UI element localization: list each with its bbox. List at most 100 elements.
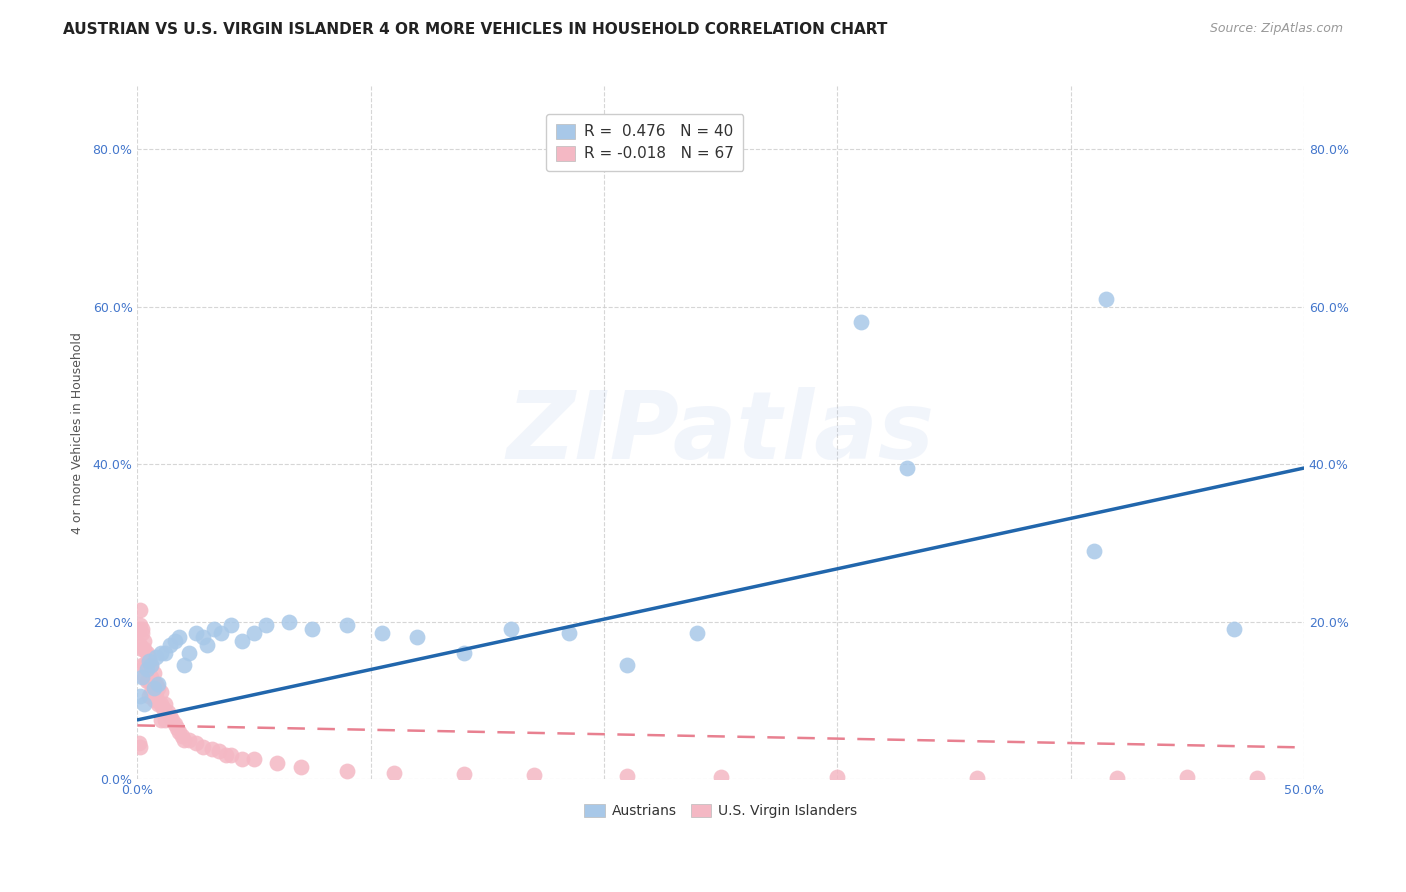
- Point: [131, 657, 153, 672]
- Point: [128, 603, 150, 617]
- Point: [453, 646, 475, 660]
- Point: [191, 740, 214, 755]
- Point: [336, 618, 359, 632]
- Point: [209, 626, 232, 640]
- Point: [208, 744, 231, 758]
- Point: [254, 618, 277, 632]
- Point: [134, 642, 156, 657]
- Point: [128, 638, 150, 652]
- Point: [128, 690, 150, 704]
- Point: [301, 623, 323, 637]
- Point: [191, 630, 214, 644]
- Point: [162, 713, 184, 727]
- Point: [131, 626, 153, 640]
- Point: [138, 649, 160, 664]
- Point: [142, 677, 165, 691]
- Point: [616, 769, 638, 783]
- Point: [128, 618, 150, 632]
- Point: [155, 713, 177, 727]
- Point: [686, 626, 709, 640]
- Point: [142, 665, 165, 680]
- Point: [138, 690, 160, 704]
- Point: [169, 724, 191, 739]
- Point: [128, 623, 150, 637]
- Point: [135, 673, 157, 688]
- Point: [896, 461, 918, 475]
- Point: [197, 638, 219, 652]
- Point: [173, 657, 195, 672]
- Point: [558, 626, 581, 640]
- Point: [148, 681, 170, 696]
- Point: [231, 752, 253, 766]
- Point: [231, 634, 253, 648]
- Point: [142, 693, 165, 707]
- Point: [266, 756, 288, 771]
- Point: [145, 649, 167, 664]
- Point: [173, 732, 195, 747]
- Point: [278, 615, 301, 629]
- Text: AUSTRIAN VS U.S. VIRGIN ISLANDER 4 OR MORE VEHICLES IN HOUSEHOLD CORRELATION CHA: AUSTRIAN VS U.S. VIRGIN ISLANDER 4 OR MO…: [63, 22, 887, 37]
- Point: [371, 626, 394, 640]
- Point: [155, 697, 177, 711]
- Point: [134, 670, 156, 684]
- Point: [145, 690, 167, 704]
- Text: Source: ZipAtlas.com: Source: ZipAtlas.com: [1209, 22, 1343, 36]
- Point: [406, 630, 429, 644]
- Point: [141, 670, 163, 684]
- Point: [827, 770, 849, 784]
- Point: [1175, 770, 1198, 784]
- Point: [382, 765, 405, 780]
- Point: [138, 657, 160, 672]
- Point: [177, 646, 200, 660]
- Point: [177, 732, 200, 747]
- Legend: Austrians, U.S. Virgin Islanders: Austrians, U.S. Virgin Islanders: [578, 798, 863, 824]
- Point: [131, 642, 153, 657]
- Point: [1094, 292, 1116, 306]
- Point: [1107, 771, 1129, 785]
- Point: [201, 742, 224, 756]
- Point: [499, 623, 522, 637]
- Point: [141, 685, 163, 699]
- Point: [184, 626, 207, 640]
- Point: [243, 752, 266, 766]
- Point: [184, 737, 207, 751]
- Point: [145, 677, 167, 691]
- Point: [219, 748, 242, 763]
- Point: [966, 771, 988, 785]
- Point: [141, 657, 163, 672]
- Point: [710, 770, 733, 784]
- Point: [135, 657, 157, 672]
- Point: [170, 729, 193, 743]
- Point: [149, 713, 172, 727]
- Point: [243, 626, 266, 640]
- Point: [131, 670, 153, 684]
- Point: [219, 618, 242, 632]
- Point: [134, 657, 156, 672]
- Point: [148, 697, 170, 711]
- Point: [163, 634, 186, 648]
- Point: [156, 705, 179, 719]
- Point: [204, 623, 226, 637]
- Point: [159, 709, 181, 723]
- Point: [149, 697, 172, 711]
- Point: [142, 681, 165, 696]
- Point: [128, 737, 150, 751]
- Point: [166, 721, 188, 735]
- Point: [134, 634, 156, 648]
- Point: [1223, 623, 1246, 637]
- Point: [149, 685, 172, 699]
- Point: [141, 657, 163, 672]
- Point: [131, 623, 153, 637]
- Point: [159, 638, 181, 652]
- Point: [1083, 543, 1105, 558]
- Point: [134, 697, 156, 711]
- Point: [1246, 771, 1268, 785]
- Point: [453, 767, 475, 781]
- Point: [155, 646, 177, 660]
- Point: [135, 646, 157, 660]
- Point: [290, 760, 312, 774]
- Point: [336, 764, 359, 778]
- Point: [215, 748, 238, 763]
- Point: [523, 768, 546, 782]
- Text: ZIPatlas: ZIPatlas: [506, 386, 935, 479]
